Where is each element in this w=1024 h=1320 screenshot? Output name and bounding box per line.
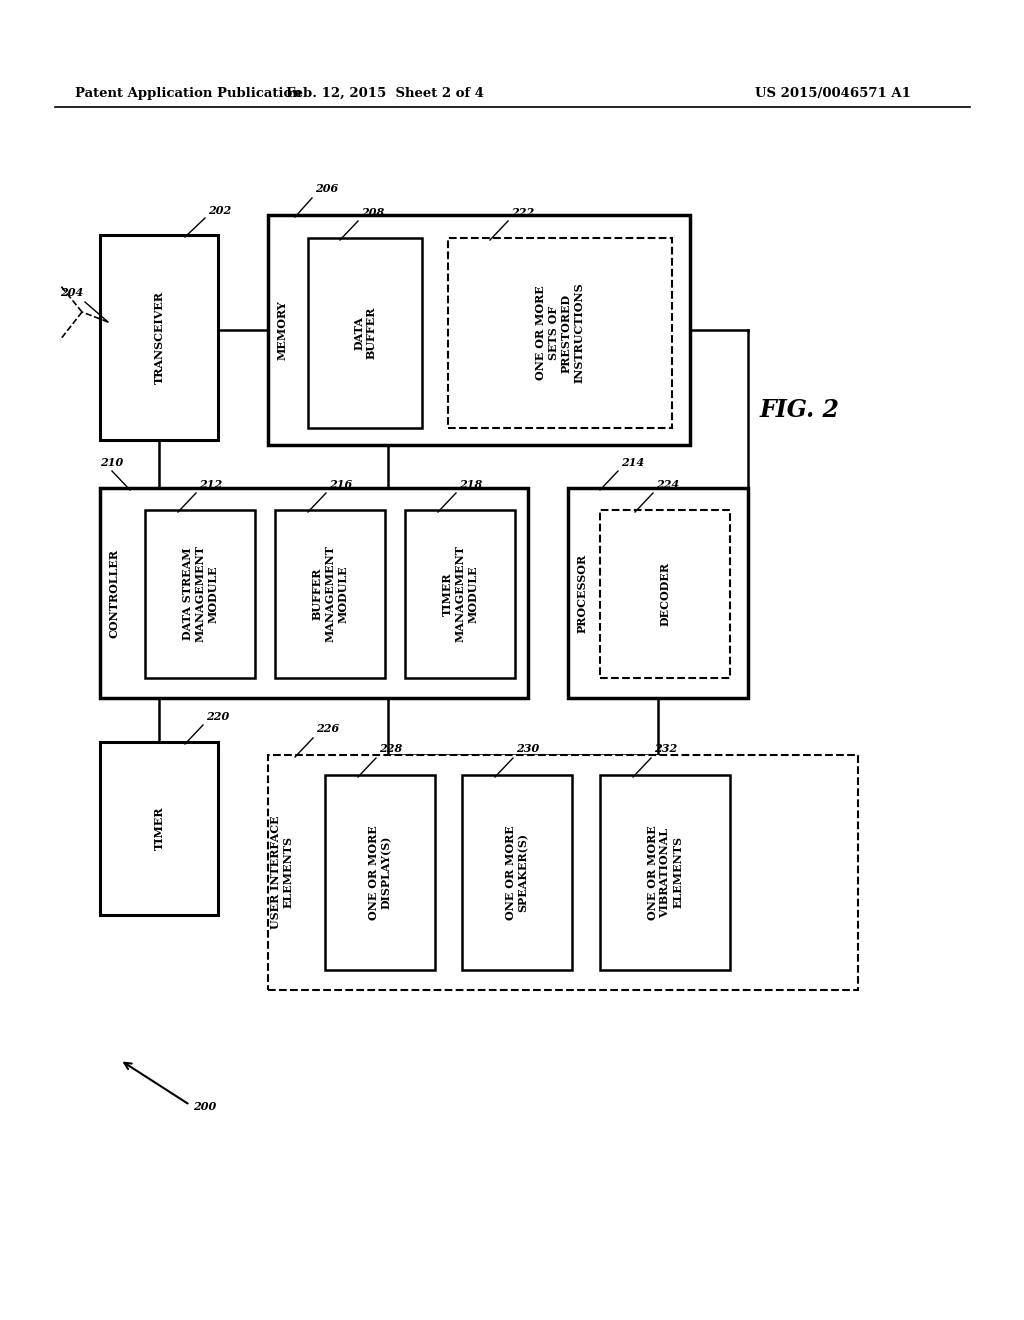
Bar [268,755,858,990]
Text: 202: 202 [208,205,231,215]
Text: TRANSCEIVER: TRANSCEIVER [154,290,165,384]
Text: PROCESSOR: PROCESSOR [577,553,588,632]
Bar [145,510,255,678]
Bar [275,510,385,678]
Text: 212: 212 [199,479,222,490]
Text: 204: 204 [60,288,83,298]
Bar [462,775,572,970]
Text: 200: 200 [193,1101,216,1113]
Text: FIG. 2: FIG. 2 [760,399,840,422]
Text: Feb. 12, 2015  Sheet 2 of 4: Feb. 12, 2015 Sheet 2 of 4 [286,87,484,99]
Bar [100,742,218,915]
Bar [600,775,730,970]
Bar [100,235,218,440]
Text: 228: 228 [379,743,402,755]
Text: ONE OR MORE
SPEAKER(S): ONE OR MORE SPEAKER(S) [505,825,529,920]
Bar [568,488,748,698]
Text: 224: 224 [656,479,679,490]
Text: 210: 210 [100,457,123,467]
Text: ONE OR MORE
DISPLAY(S): ONE OR MORE DISPLAY(S) [368,825,392,920]
Text: 218: 218 [459,479,482,490]
Text: TIMER: TIMER [154,807,165,850]
Bar [100,488,528,698]
Text: DECODER: DECODER [659,562,671,626]
Text: USER INTERFACE
ELEMENTS: USER INTERFACE ELEMENTS [270,816,294,929]
Text: 220: 220 [206,710,229,722]
Text: 216: 216 [329,479,352,490]
Bar [449,238,672,428]
Text: MEMORY: MEMORY [276,300,288,360]
Text: ONE OR MORE
SETS OF
PRESTORED
INSTRUCTIONS: ONE OR MORE SETS OF PRESTORED INSTRUCTIO… [536,282,585,383]
Text: CONTROLLER: CONTROLLER [109,549,120,638]
Bar [308,238,422,428]
Text: 222: 222 [511,206,535,218]
Text: 214: 214 [621,457,644,467]
Text: BUFFER
MANAGEMENT
MODULE: BUFFER MANAGEMENT MODULE [311,545,348,643]
Text: 226: 226 [316,723,339,734]
Text: DATA STREAM
MANAGEMENT
MODULE: DATA STREAM MANAGEMENT MODULE [181,545,218,643]
Text: 232: 232 [654,743,677,755]
Bar [406,510,515,678]
Bar [325,775,435,970]
Text: Patent Application Publication: Patent Application Publication [75,87,302,99]
Text: ONE OR MORE
VIBRATIONAL
ELEMENTS: ONE OR MORE VIBRATIONAL ELEMENTS [647,825,683,920]
Text: TIMER
MANAGEMENT
MODULE: TIMER MANAGEMENT MODULE [441,545,478,643]
Text: 230: 230 [516,743,540,755]
Text: 208: 208 [361,206,384,218]
Text: US 2015/0046571 A1: US 2015/0046571 A1 [755,87,911,99]
Bar [600,510,730,678]
Text: DATA
BUFFER: DATA BUFFER [353,306,377,359]
Bar [268,215,690,445]
Text: 206: 206 [315,183,338,194]
